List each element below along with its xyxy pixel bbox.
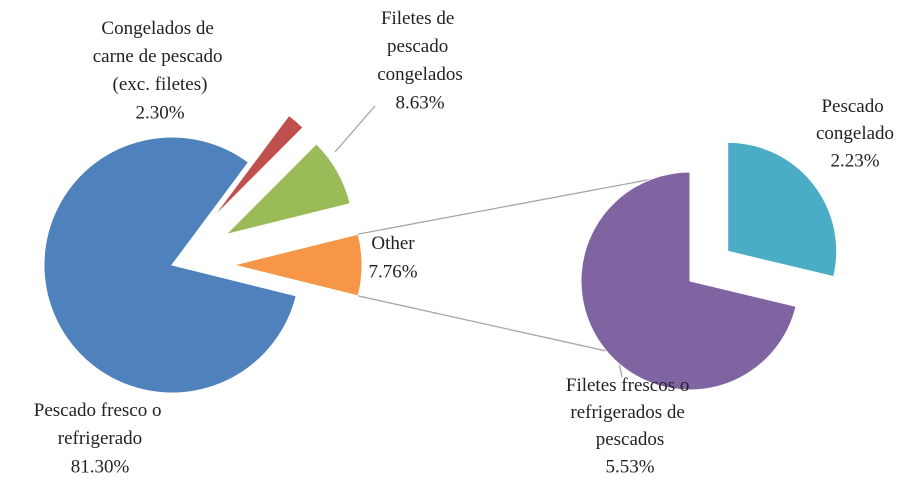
pie-slice: [580, 171, 797, 391]
value-label: 2.30%: [135, 102, 184, 123]
pie-slice: [43, 136, 297, 394]
label-line: refrigerado: [58, 428, 142, 449]
slice-label: Filetes de pescado congelados: [377, 8, 462, 85]
label-line: Congelados de: [101, 18, 218, 39]
slice-label: Filetes frescos o refrigerados de pescad…: [566, 375, 694, 450]
slice-label: Congelados de carne de pescado (exc. fil…: [93, 18, 228, 95]
leader-line: [334, 105, 376, 153]
label-line: congelado: [816, 123, 894, 144]
label-line: pescado: [387, 36, 453, 57]
label-line: refrigerados de: [570, 402, 689, 423]
label-line: (exc. filetes): [113, 74, 208, 95]
label-line: Filetes frescos o: [566, 375, 694, 396]
pie-slice: [727, 141, 838, 278]
pie-slice: [212, 114, 304, 219]
label-line: carne de pescado: [93, 46, 228, 67]
slice-label: Pescado fresco o refrigerado: [34, 400, 166, 449]
label-line: Pescado: [821, 96, 888, 117]
pie-slice: [224, 143, 351, 236]
slice-label: Other: [371, 233, 415, 254]
label-line: Other: [371, 233, 415, 254]
value-label: 7.76%: [368, 261, 417, 282]
label-line: Filetes de: [381, 8, 459, 29]
value-label: 81.30%: [71, 456, 130, 477]
slice-label: Pescado congelado: [816, 96, 894, 144]
label-line: congelados: [377, 64, 462, 85]
value-label: 5.53%: [605, 456, 654, 477]
label-line: Pescado fresco o: [34, 400, 166, 421]
value-label: 8.63%: [395, 92, 444, 113]
connector-line: [358, 171, 691, 235]
value-label: 2.23%: [830, 150, 879, 171]
label-line: pescados: [596, 429, 665, 450]
